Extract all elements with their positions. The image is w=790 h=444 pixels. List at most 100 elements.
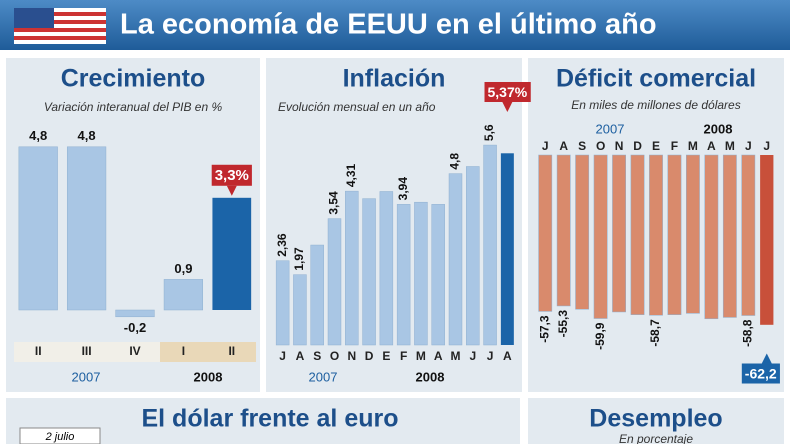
label-pointer: [226, 185, 237, 196]
label-pointer: [761, 353, 772, 364]
x-tick-label: M: [416, 349, 426, 363]
bar: [212, 197, 252, 310]
year-label: 2007: [72, 369, 101, 384]
header-band: [0, 0, 790, 50]
value-label: 4,8: [448, 153, 462, 170]
flag-icon: [14, 8, 106, 44]
x-tick-label: A: [296, 349, 305, 363]
x-tick-label: III: [82, 344, 92, 358]
value-label: -58,7: [648, 319, 662, 347]
bar: [293, 274, 307, 346]
x-tick-label: E: [382, 349, 390, 363]
x-tick-label: J: [487, 349, 494, 363]
x-tick-label: A: [707, 139, 716, 153]
bar: [362, 198, 376, 346]
value-label: -58,8: [740, 319, 754, 347]
value-label: 4,8: [29, 128, 47, 143]
panel-title: El dólar frente al euro: [141, 405, 398, 433]
x-tick-label: S: [313, 349, 321, 363]
x-tick-label: II: [228, 344, 235, 358]
bar: [18, 146, 58, 311]
panel-subtitle: En porcentaje: [619, 432, 693, 444]
highlight-label-box: [211, 164, 252, 186]
value-label: 0,9: [174, 261, 192, 276]
x-tick-label: J: [745, 139, 752, 153]
value-label: 4,8: [78, 128, 96, 143]
x-tick-label: M: [725, 139, 735, 153]
panel-title: Crecimiento: [61, 65, 205, 93]
value-label: 3,3%: [215, 167, 249, 184]
panel-title: Inflación: [343, 65, 446, 93]
value-label: 1,97: [292, 247, 306, 271]
value-label: 2,36: [275, 233, 289, 257]
bar: [66, 146, 107, 311]
bar: [575, 154, 590, 310]
value-label: 4,31: [344, 163, 358, 187]
bar: [115, 309, 155, 318]
value-label: -0,2: [124, 320, 146, 335]
bar: [593, 154, 608, 319]
x-tick-label: O: [596, 139, 605, 153]
x-tick-label: E: [652, 139, 660, 153]
value-label: -59,9: [593, 322, 607, 350]
highlight-label-box: [484, 81, 531, 102]
main-title: La economía de EEUU en el último año: [120, 9, 657, 41]
category-strip: [160, 342, 256, 362]
note: 2 julio: [45, 431, 75, 443]
bar: [612, 154, 626, 313]
panel: [528, 398, 784, 444]
x-tick-label: F: [671, 139, 678, 153]
x-tick-label: N: [615, 139, 624, 153]
panel-subtitle: Variación interanual del PIB en %: [44, 100, 223, 114]
year-label: 2008: [704, 121, 733, 136]
x-tick-label: D: [633, 139, 642, 153]
value-label: 5,37%: [488, 84, 528, 100]
bar: [722, 154, 737, 318]
x-tick-label: J: [542, 139, 549, 153]
year-label: 2008: [416, 369, 445, 384]
x-tick-label: I: [182, 344, 185, 358]
bar: [538, 154, 553, 312]
x-tick-label: II: [35, 344, 42, 358]
x-tick-label: F: [400, 349, 407, 363]
value-label: 3,54: [327, 191, 341, 215]
note-box: [19, 427, 101, 444]
year-label: 2007: [309, 369, 338, 384]
x-tick-label: A: [559, 139, 568, 153]
value-label: 3,94: [396, 177, 410, 201]
highlight-label-box: [741, 363, 780, 384]
x-tick-label: A: [434, 349, 443, 363]
value-label: -57,3: [537, 315, 551, 343]
panel-title: Desempleo: [589, 405, 722, 433]
year-label: 2007: [596, 121, 625, 136]
x-tick-label: O: [330, 349, 339, 363]
year-label: 2008: [194, 369, 223, 384]
bar: [275, 260, 290, 346]
x-tick-label: J: [469, 349, 476, 363]
bar: [163, 279, 204, 311]
x-tick-label: M: [451, 349, 461, 363]
panel-subtitle: En miles de millones de dólares: [571, 98, 740, 112]
bar: [466, 166, 480, 346]
value-label: -62,2: [745, 366, 777, 382]
bar: [649, 154, 663, 316]
bar: [667, 154, 682, 315]
bar: [556, 154, 571, 307]
panel-subtitle: Evolución mensual en un año: [278, 100, 436, 114]
bar: [396, 204, 411, 346]
x-tick-label: J: [279, 349, 286, 363]
x-tick-label: D: [365, 349, 374, 363]
bar: [431, 204, 445, 346]
x-tick-label: IV: [129, 344, 140, 358]
bar: [483, 144, 497, 346]
bar: [414, 201, 428, 346]
x-tick-label: S: [578, 139, 586, 153]
x-tick-label: M: [688, 139, 698, 153]
bar: [686, 154, 700, 314]
bar: [760, 155, 774, 325]
bar: [327, 218, 342, 346]
label-pointer: [502, 101, 513, 112]
bar: [379, 191, 394, 346]
